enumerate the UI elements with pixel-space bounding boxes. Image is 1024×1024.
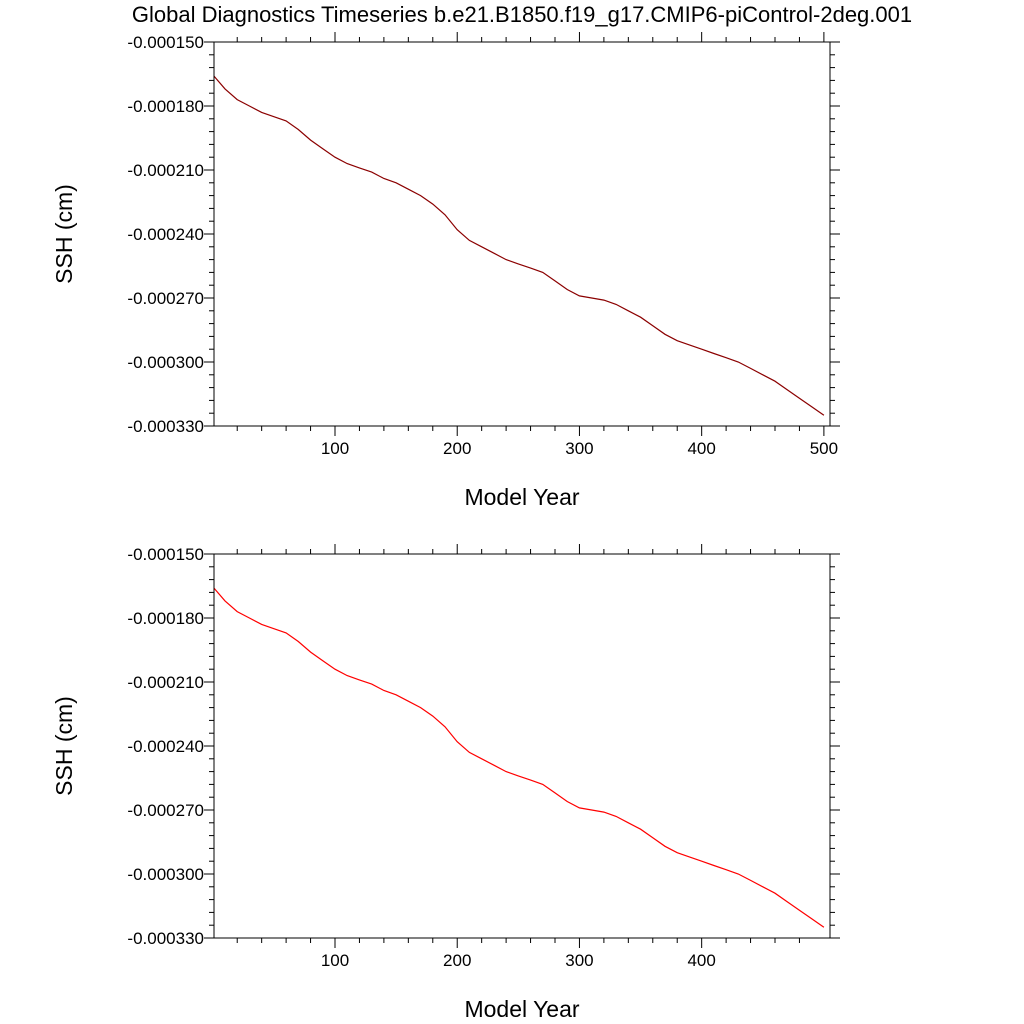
top-xtick-label: 200 — [443, 439, 471, 458]
top-xtick-label: 300 — [565, 439, 593, 458]
bottom-xtick-label: 100 — [321, 951, 349, 970]
bottom-chart-panel: -0.000150 -0.000180 -0.000210 -0.000240 -0.0… — [51, 544, 840, 1022]
bottom-ytick-label: -0.000240 — [127, 737, 204, 756]
top-y-axis-title: SSH (cm) — [51, 184, 77, 284]
top-series-line-0 — [213, 75, 825, 416]
bottom-xtick-label: 400 — [687, 951, 715, 970]
figure-title: Global Diagnostics Timeseries b.e21.B185… — [131, 2, 913, 27]
top-ytick-label: -0.000270 — [127, 289, 204, 308]
top-ytick-label: -0.000210 — [127, 161, 204, 180]
top-ytick-label: -0.000180 — [127, 97, 204, 116]
top-ytick-label: -0.000300 — [127, 353, 204, 372]
bottom-xtick-label: 300 — [565, 951, 593, 970]
bottom-ytick-label: -0.000150 — [127, 545, 204, 564]
bottom-ytick-label: -0.000330 — [127, 929, 204, 948]
top-ytick-label: -0.000150 — [127, 33, 204, 52]
top-xtick-label: 400 — [687, 439, 715, 458]
bottom-x-axis-title: Model Year — [464, 996, 579, 1022]
top-chart-panel: -0.000150 -0.000180 -0.000210 -0.000240 -0.0… — [51, 32, 840, 510]
bottom-xtick-label: 200 — [443, 951, 471, 970]
top-ytick-label: -0.000330 — [127, 417, 204, 436]
top-xtick-label: 100 — [321, 439, 349, 458]
bottom-ytick-label: -0.000270 — [127, 801, 204, 820]
bottom-ytick-label: -0.000300 — [127, 865, 204, 884]
bottom-ytick-label: -0.000210 — [127, 673, 204, 692]
bottom-ytick-label: -0.000180 — [127, 609, 204, 628]
bottom-y-axis-title: SSH (cm) — [51, 696, 77, 796]
top-ytick-label: -0.000240 — [127, 225, 204, 244]
top-xtick-label: 500 — [810, 439, 838, 458]
top-plot-frame — [213, 41, 831, 427]
bottom-series-line-0 — [213, 587, 825, 928]
bottom-plot-frame — [213, 553, 831, 939]
top-x-axis-title: Model Year — [464, 484, 579, 510]
